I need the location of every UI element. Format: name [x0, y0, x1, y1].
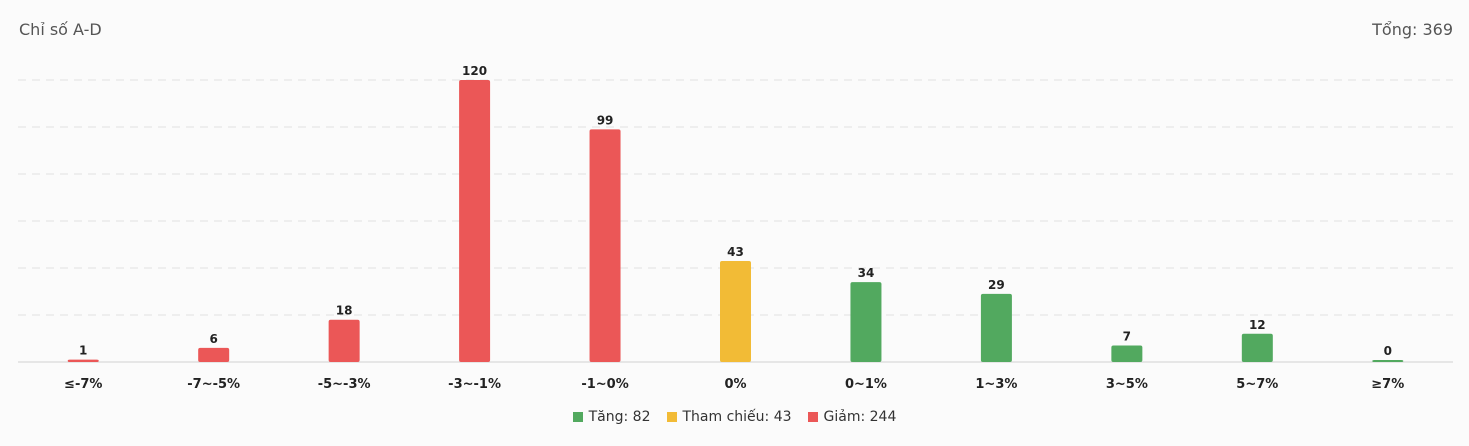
legend-swatch: [807, 412, 818, 422]
bar-value-label: 1: [79, 344, 87, 358]
legend-item-ref[interactable]: Tham chiếu: 43: [666, 409, 792, 425]
legend-item-down[interactable]: Giảm: 244: [807, 409, 897, 425]
bar-value-label: 29: [988, 278, 1005, 292]
bar-value-label: 6: [210, 332, 218, 346]
total-count: Tổng: 369: [1372, 20, 1453, 39]
bar-value-label: 120: [462, 64, 487, 78]
bar-value-label: 18: [336, 304, 353, 318]
bar[interactable]: [589, 129, 621, 362]
x-tick-label: 5~7%: [1236, 377, 1278, 392]
bar[interactable]: [1372, 360, 1404, 362]
bar[interactable]: [980, 293, 1012, 362]
x-tick-label: ≥7%: [1371, 377, 1404, 392]
bar-value-label: 0: [1384, 344, 1392, 358]
bar[interactable]: [198, 347, 230, 362]
bar[interactable]: [328, 319, 360, 362]
bar[interactable]: [720, 260, 751, 362]
x-tick-label: -7~-5%: [187, 377, 240, 392]
x-tick-label: ≤-7%: [64, 377, 102, 392]
bar[interactable]: [459, 80, 491, 362]
bar-value-label: 99: [597, 113, 614, 127]
legend-item-up[interactable]: Tăng: 82: [572, 409, 651, 425]
bar[interactable]: [67, 359, 99, 362]
bar-value-label: 43: [727, 245, 744, 259]
x-tick-label: -1~0%: [581, 377, 628, 392]
legend-swatch: [666, 412, 677, 422]
bar[interactable]: [850, 282, 882, 362]
bar-value-label: 7: [1123, 330, 1131, 344]
chart-title: Chỉ số A-D: [19, 20, 102, 39]
legend-label: Tăng: 82: [588, 409, 651, 425]
bar[interactable]: [1111, 345, 1143, 362]
bar[interactable]: [1241, 333, 1273, 362]
bar-chart: 1≤-7%6-7~-5%18-5~-3%120-3~-1%99-1~0%430%…: [18, 64, 1453, 392]
legend-swatch: [572, 412, 583, 422]
x-tick-label: 0~1%: [845, 377, 887, 392]
x-tick-label: 1~3%: [975, 377, 1017, 392]
bar-value-label: 12: [1249, 318, 1266, 332]
chart-legend: Tăng: 82 Tham chiếu: 43 Giảm: 244: [0, 409, 1469, 425]
bar-value-label: 34: [858, 266, 875, 280]
x-tick-label: -5~-3%: [318, 377, 371, 392]
x-tick-label: 3~5%: [1106, 377, 1148, 392]
x-tick-label: -3~-1%: [448, 377, 501, 392]
x-tick-label: 0%: [724, 377, 746, 392]
legend-label: Giảm: 244: [823, 409, 897, 425]
legend-label: Tham chiếu: 43: [682, 409, 792, 425]
